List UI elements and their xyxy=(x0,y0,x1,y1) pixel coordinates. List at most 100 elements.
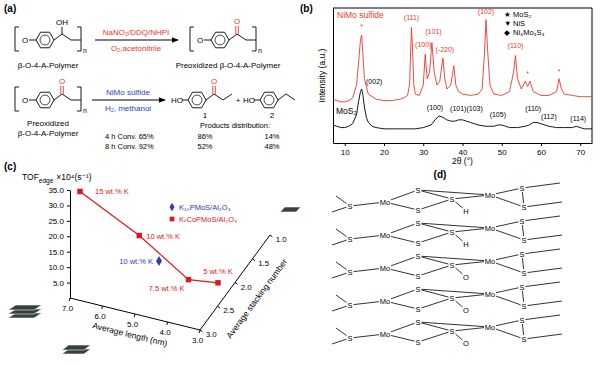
legend-marker xyxy=(170,217,175,222)
atom-background xyxy=(484,191,496,199)
atom-label: n xyxy=(83,107,87,114)
bond xyxy=(29,40,36,41)
tick-label: 3.0 xyxy=(206,330,218,339)
peak-label: (112) xyxy=(541,113,557,121)
tick-mark xyxy=(67,236,70,237)
tick: 50 xyxy=(498,143,507,157)
peak-label: (-220) xyxy=(435,46,454,54)
atom-label: S xyxy=(415,239,420,248)
tick-label: 50 xyxy=(498,148,507,157)
panel-label: (b) xyxy=(300,3,313,14)
atom-background xyxy=(484,290,496,298)
axis-title-part: TOF xyxy=(22,172,39,182)
axis-title: Average stacking number xyxy=(224,257,289,341)
atom-label: HO xyxy=(171,96,183,105)
table-cell: 4 h Conv. 65% xyxy=(105,132,154,141)
mos2-edge-structure: SMoSSSMoSSO xyxy=(332,315,562,348)
series-label: MoS₂ xyxy=(336,106,357,116)
y-axis: 5.010.015.020.025.030.035.0 xyxy=(48,186,70,298)
atom-label: S xyxy=(347,268,352,277)
bond xyxy=(63,86,64,94)
tick: 30.0 xyxy=(48,201,70,210)
product-number: 2 xyxy=(270,111,275,120)
tick-mark xyxy=(200,330,202,332)
peak-label: * xyxy=(526,70,529,77)
atom-background xyxy=(484,323,496,331)
tick-mark xyxy=(580,143,581,146)
bond xyxy=(215,86,216,94)
table-cell: 14% xyxy=(264,132,279,141)
data-point xyxy=(215,280,220,285)
atom-background xyxy=(379,198,391,206)
atom-background xyxy=(519,250,526,258)
aromatic-circle xyxy=(40,35,50,45)
condition-label: O₂,acetonitrile xyxy=(111,44,162,53)
benzene-ring xyxy=(36,92,54,108)
data-point xyxy=(137,233,142,238)
bond xyxy=(524,235,562,240)
axis-line xyxy=(333,9,334,144)
tick-label: 35.0 xyxy=(48,186,64,195)
condition-label: H₂, methanol xyxy=(105,104,151,113)
axis-line xyxy=(70,191,71,299)
atom-background xyxy=(415,252,422,260)
axis-title: TOFedge×10⁴(s⁻¹) xyxy=(22,172,92,185)
atom-label: S xyxy=(519,217,524,226)
axis-title: 2θ (°) xyxy=(452,156,473,166)
atom-label: S xyxy=(449,261,454,270)
tick-mark xyxy=(218,306,220,308)
tick-mark xyxy=(235,283,237,285)
bond xyxy=(237,34,246,40)
bond xyxy=(182,100,188,101)
mos2-edge-structure: SMoSSSMoSSO xyxy=(332,282,562,315)
atom-label: O xyxy=(463,339,469,348)
tick-label: 6.0 xyxy=(95,312,107,321)
tick-mark xyxy=(502,143,503,146)
legend-label: K₁₀PMoS/Al₂O₃ xyxy=(179,203,231,212)
atom-background xyxy=(484,224,496,232)
layer-icon xyxy=(8,305,42,310)
point-label: 15 wt.% K xyxy=(95,187,129,196)
atom-label: O xyxy=(197,36,203,45)
tick-label: 25.0 xyxy=(48,217,64,226)
bond xyxy=(522,282,560,287)
axis-title: Average length (nm) xyxy=(91,320,168,348)
bond xyxy=(206,94,214,100)
bond xyxy=(62,94,71,100)
atom-background xyxy=(415,272,422,280)
bond xyxy=(54,94,62,100)
peak-label: (100) xyxy=(415,41,431,49)
bracket xyxy=(15,87,19,111)
atom-label: S xyxy=(521,236,526,245)
peak-label: * xyxy=(360,23,363,30)
atom-label: S xyxy=(449,294,454,303)
peak-label: * xyxy=(558,68,561,75)
atom-label: S xyxy=(521,302,526,311)
peak-label: (101) xyxy=(425,28,441,36)
atom-background xyxy=(347,334,354,342)
tick: 60 xyxy=(537,143,546,157)
atom-label: S xyxy=(521,335,526,344)
tick: 40 xyxy=(459,143,468,157)
aromatic-circle xyxy=(40,95,50,105)
atom-label: Mo xyxy=(485,224,495,233)
reagent-label: NaNO₂/DDQ/NHPI xyxy=(103,28,170,37)
atom-label: O xyxy=(59,77,65,86)
tick-mark xyxy=(541,143,542,146)
bond xyxy=(229,34,237,40)
atom-label: S xyxy=(415,206,420,215)
atom-label: S xyxy=(415,285,420,294)
atom-background xyxy=(521,269,528,277)
atom-background xyxy=(449,195,456,203)
tick-label: 1.5 xyxy=(258,259,270,268)
panel-label: (a) xyxy=(4,3,16,14)
peak-label: (110) xyxy=(525,105,541,113)
peak-label: (105) xyxy=(490,111,506,119)
atom-background xyxy=(347,301,354,309)
tick-label: 30.0 xyxy=(48,201,64,210)
bracket xyxy=(15,27,19,51)
point-label: 10 wt.% K xyxy=(146,232,180,241)
frame xyxy=(592,8,593,143)
atom-background xyxy=(347,202,354,210)
data-point xyxy=(77,189,82,194)
